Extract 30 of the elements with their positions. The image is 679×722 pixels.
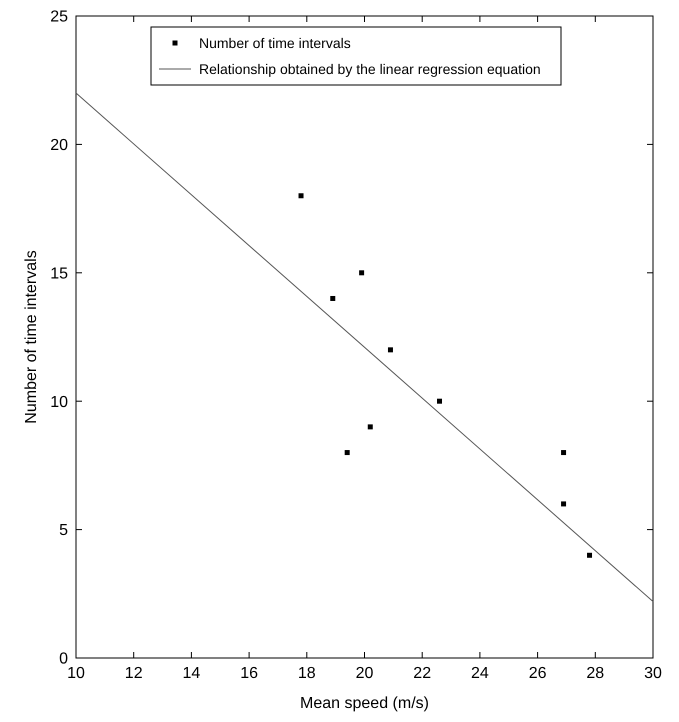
y-tick-label: 0	[59, 650, 68, 668]
y-tick-label: 5	[59, 522, 68, 540]
y-tick-label: 20	[50, 137, 68, 154]
point	[368, 424, 373, 430]
x-tick-label: 24	[471, 665, 489, 682]
y-tick-label: 10	[50, 394, 68, 411]
x-tick-label: 12	[124, 665, 143, 682]
x-tick-label: 28	[586, 665, 604, 682]
point	[437, 398, 442, 404]
x-tick-label: 16	[240, 665, 258, 682]
y-axis-title: Number of time intervals	[23, 250, 40, 424]
point	[344, 450, 350, 456]
y-tick-label: 15	[50, 265, 68, 282]
legend-label: Relationship obtained by the linear regression equation	[199, 60, 541, 77]
point	[298, 193, 304, 198]
y-tick-label: 25	[50, 8, 68, 26]
x-tick-label: 14	[182, 665, 200, 682]
point	[359, 270, 364, 276]
x-tick-label: 22	[413, 665, 432, 682]
x-tick-label: 30	[644, 665, 662, 682]
x-tick-label: 18	[298, 665, 316, 682]
point	[561, 450, 566, 456]
point	[330, 296, 336, 301]
point	[388, 347, 393, 352]
point	[561, 501, 566, 506]
point	[587, 552, 592, 558]
x-axis-title: Mean speed (m/s)	[300, 695, 429, 712]
x-tick-label: 20	[356, 665, 374, 682]
x-tick-label: 26	[528, 665, 547, 682]
legend-label: Number of time intervals	[199, 34, 351, 51]
